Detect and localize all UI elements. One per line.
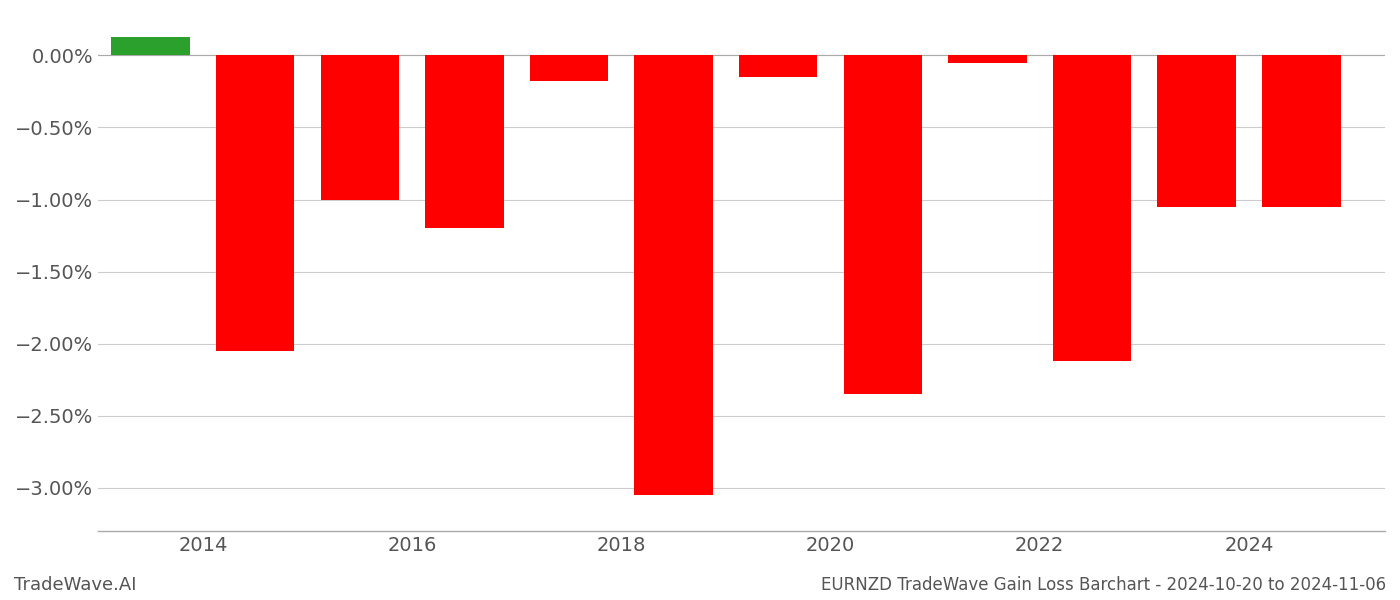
- Text: TradeWave.AI: TradeWave.AI: [14, 576, 137, 594]
- Bar: [529, 55, 608, 82]
- Bar: [1261, 55, 1341, 207]
- Bar: [948, 55, 1026, 62]
- Bar: [634, 55, 713, 495]
- Bar: [1053, 55, 1131, 361]
- Bar: [321, 55, 399, 200]
- Text: EURNZD TradeWave Gain Loss Barchart - 2024-10-20 to 2024-11-06: EURNZD TradeWave Gain Loss Barchart - 20…: [820, 576, 1386, 594]
- Bar: [1158, 55, 1236, 207]
- Bar: [112, 37, 190, 55]
- Bar: [426, 55, 504, 229]
- Bar: [216, 55, 294, 351]
- Bar: [739, 55, 818, 77]
- Bar: [844, 55, 923, 394]
